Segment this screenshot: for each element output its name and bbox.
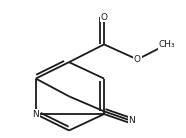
Text: CH₃: CH₃ xyxy=(158,40,175,49)
Text: N: N xyxy=(128,116,135,125)
Text: O: O xyxy=(134,55,141,64)
Text: O: O xyxy=(101,13,108,22)
Text: N: N xyxy=(32,110,39,119)
